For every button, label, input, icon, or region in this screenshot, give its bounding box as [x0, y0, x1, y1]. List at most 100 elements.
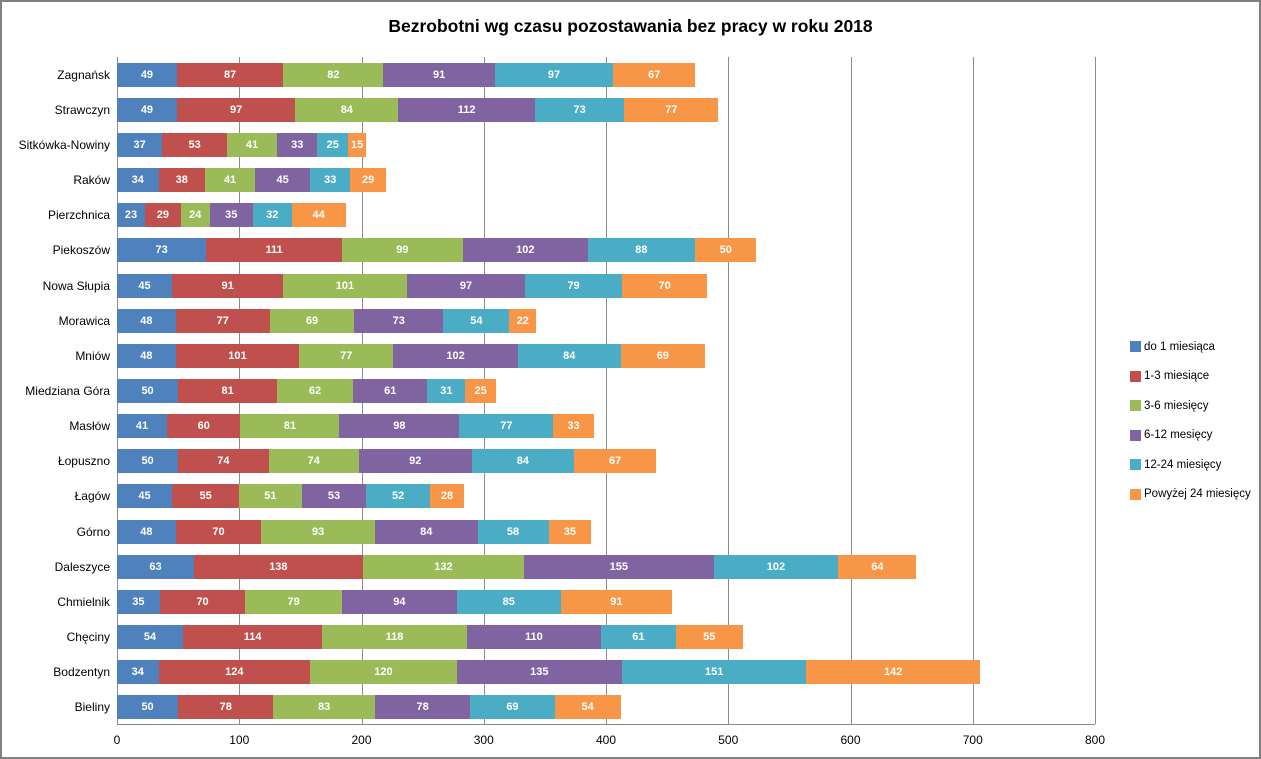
bar-segment-series-1: 45: [117, 273, 172, 298]
bar-segment-series-4: 155: [524, 554, 714, 579]
x-tick-label: 500: [718, 733, 739, 747]
bar-value-label: 45: [138, 490, 151, 503]
bar-segment-series-3: 24: [180, 203, 210, 228]
bar-segment-series-3: 41: [227, 132, 278, 157]
bar-value-label: 84: [516, 455, 529, 468]
bar-segment-series-1: 50: [117, 695, 179, 720]
bar-segment-series-6: 69: [620, 343, 705, 368]
bar-segment-series-1: 73: [117, 238, 207, 263]
bar-segment-series-2: 111: [206, 238, 342, 263]
bar-segment-series-4: 102: [393, 343, 518, 368]
y-axis-category-labels: Zagnańsk Strawczyn Sitkówka-Nowiny Raków Pie…: [2, 57, 110, 725]
bar-segment-series-4: 78: [374, 695, 471, 720]
bar-value-label: 84: [420, 525, 433, 538]
bar-segment-series-4: 94: [341, 589, 457, 614]
bar-value-label: 60: [197, 420, 210, 433]
category-label: Sitkówka-Nowiny: [18, 137, 110, 152]
category-label: Bodzentyn: [53, 665, 110, 680]
bar-segment-series-5: 102: [713, 554, 839, 579]
bar-segment-series-4: 73: [354, 308, 444, 333]
bar-value-label: 73: [573, 103, 586, 116]
bar-segment-series-1: 49: [117, 97, 177, 122]
bar-row-17: 54 114 118 110 61 55: [117, 620, 1095, 655]
bar-segment-series-5: 88: [587, 238, 696, 263]
gridline: [972, 57, 974, 724]
bar-segment-series-5: 54: [443, 308, 510, 333]
category-label: Strawczyn: [54, 102, 110, 117]
bar-segment-series-5: 69: [470, 695, 555, 720]
bar-segment-series-1: 23: [117, 203, 146, 228]
bar-value-label: 32: [266, 209, 279, 222]
bar-value-label: 84: [563, 349, 576, 362]
bar-value-label: 102: [766, 560, 786, 573]
category-label: Górno: [76, 524, 110, 539]
bar-value-label: 61: [632, 631, 645, 644]
bar-value-label: 138: [269, 560, 288, 573]
legend-swatch-icon: [1130, 429, 1141, 441]
bar-segment-series-5: 52: [366, 484, 430, 509]
bar-segment-series-2: 81: [178, 378, 278, 403]
bar-row-6: 73 111 99 102 88 50: [117, 233, 1095, 268]
bar-value-label: 41: [223, 174, 237, 187]
bar-value-label: 35: [563, 525, 577, 538]
legend-item-2: 1-3 miesiące: [1130, 362, 1251, 392]
bar-value-label: 29: [362, 174, 375, 187]
bar-value-label: 33: [291, 138, 304, 151]
bar-segment-series-5: 31: [427, 378, 466, 403]
legend-item-4: 6-12 mesięcy: [1130, 421, 1251, 451]
bar-segment-series-6: 67: [613, 62, 696, 87]
bar-value-label: 87: [223, 68, 237, 81]
bar-value-label: 97: [230, 103, 243, 116]
category-label: Masłów: [69, 419, 110, 434]
bar-value-label: 49: [140, 103, 154, 116]
category-label: Łagów: [74, 489, 110, 504]
x-tick-label: 100: [229, 733, 250, 747]
bar-value-label: 53: [188, 138, 201, 151]
bar-value-label: 53: [327, 490, 341, 503]
bar-value-label: 91: [432, 68, 446, 81]
bar-segment-series-6: 33: [553, 414, 594, 439]
bar-segment-series-6: 142: [806, 660, 981, 685]
legend-label: 6-12 mesięcy: [1144, 429, 1213, 442]
bar-segment-series-6: 70: [621, 273, 708, 298]
bar-segment-series-4: 53: [301, 484, 367, 509]
bar-segment-series-5: 33: [310, 168, 351, 193]
bar-segment-series-3: 120: [310, 660, 457, 685]
bar-segment-series-1: 48: [117, 343, 176, 368]
bar-value-label: 55: [703, 631, 716, 644]
bar-row-18: 34 124 120 135 151 142: [117, 655, 1095, 690]
bar-segment-series-4: 45: [255, 168, 311, 193]
bar-value-label: 50: [141, 455, 154, 468]
bar-value-label: 50: [141, 384, 154, 397]
bar-value-label: 81: [221, 384, 234, 397]
bar-value-label: 101: [335, 279, 355, 292]
bar-value-label: 33: [324, 174, 337, 187]
bar-segment-series-5: 79: [525, 273, 622, 298]
bar-value-label: 58: [506, 525, 520, 538]
bar-value-label: 35: [225, 209, 238, 222]
bar-row-13: 45 55 51 53 52 28: [117, 479, 1095, 514]
plot-area: 49 87 82 91 97 67 49 97 84 112 73 77 37 53 41 33 25 15 34 3…: [117, 57, 1096, 725]
bar-segment-series-4: 91: [383, 62, 495, 87]
bar-segment-series-5: 97: [494, 62, 614, 87]
gridline: [1095, 57, 1096, 724]
bar-segment-series-3: 77: [299, 343, 394, 368]
bar-value-label: 84: [340, 103, 353, 116]
bar-segment-series-5: 77: [459, 414, 554, 439]
bar-segment-series-3: 81: [240, 414, 340, 439]
gridline: [606, 57, 607, 724]
bar-segment-series-2: 97: [176, 97, 296, 122]
bar-segment-series-4: 97: [406, 273, 526, 298]
bar-value-label: 79: [287, 595, 300, 608]
bar-segment-series-5: 32: [252, 203, 292, 228]
bar-segment-series-4: 92: [359, 449, 472, 474]
legend-item-3: 3-6 miesięcy: [1130, 391, 1251, 421]
bar-segment-series-6: 77: [624, 97, 719, 122]
bar-segment-series-1: 50: [117, 449, 179, 474]
bar-value-label: 67: [609, 455, 622, 468]
bar-value-label: 34: [131, 174, 144, 187]
category-label: Chmielnik: [57, 594, 110, 609]
bar-value-label: 97: [547, 68, 561, 81]
bar-segment-series-3: 79: [245, 589, 342, 614]
